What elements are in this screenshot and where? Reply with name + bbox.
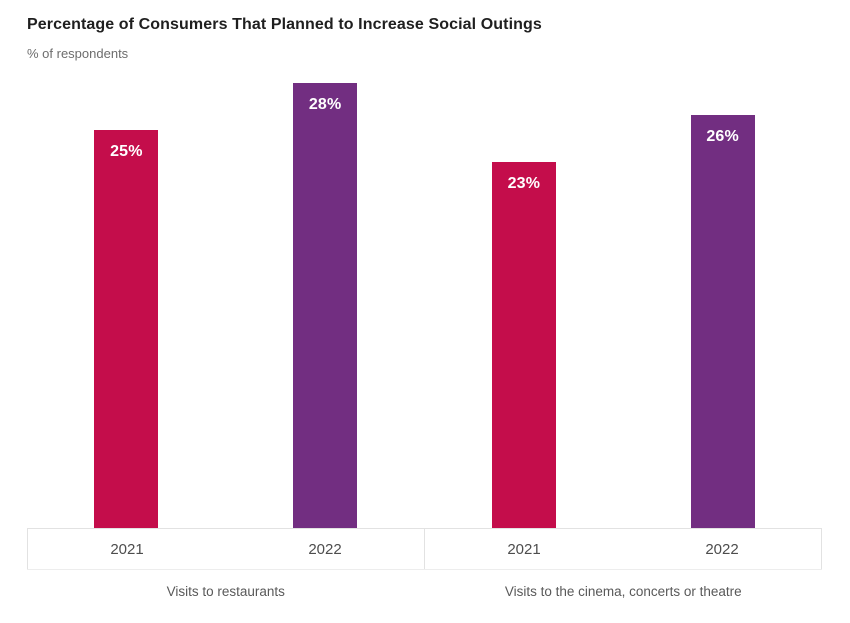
- bar-restaurants-2022: 28%: [293, 83, 358, 528]
- x-axis: 2021 2022 2021 2022: [27, 528, 822, 570]
- bar-restaurants-2021: 25%: [94, 130, 159, 528]
- bar-value-label: 26%: [706, 128, 739, 145]
- x-tick-2022: 2022: [308, 540, 342, 558]
- bar-value-label: 25%: [110, 143, 143, 160]
- x-axis-cell-restaurants: 2021 2022: [27, 529, 424, 569]
- plot-area: 25% 28% 23% 26%: [27, 83, 822, 528]
- bar-group-cinema: 23% 26%: [425, 83, 823, 528]
- bar-value-label: 23%: [507, 175, 541, 192]
- bar-group-restaurants: 25% 28%: [27, 83, 425, 528]
- x-tick-2021: 2021: [507, 540, 541, 558]
- x-tick-2022: 2022: [705, 540, 739, 558]
- group-labels-row: Visits to restaurants Visits to the cine…: [27, 584, 822, 599]
- chart-title: Percentage of Consumers That Planned to …: [27, 16, 542, 33]
- group-label-restaurants: Visits to restaurants: [166, 584, 285, 599]
- chart-subtitle: % of respondents: [27, 46, 129, 61]
- bar-cinema-2022: 26%: [690, 115, 755, 528]
- bar-cinema-2021: 23%: [491, 162, 556, 528]
- x-tick-2021: 2021: [110, 540, 144, 558]
- group-label-cinema: Visits to the cinema, concerts or theatr…: [504, 584, 742, 599]
- chart-header: Percentage of Consumers That Planned to …: [0, 0, 850, 63]
- bar-value-label: 28%: [308, 96, 342, 113]
- chart-body: 25% 28% 23% 26% 2021 2022 2021: [27, 83, 822, 599]
- x-axis-cell-cinema: 2021 2022: [424, 529, 822, 569]
